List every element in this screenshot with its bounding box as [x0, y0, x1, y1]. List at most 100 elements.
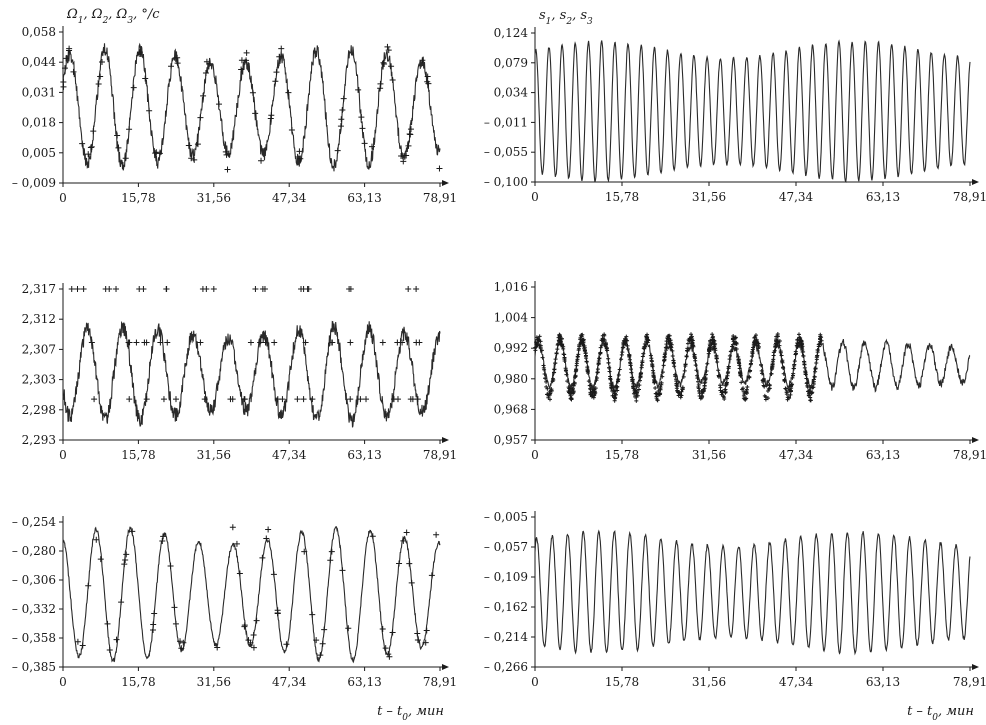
data-point — [734, 347, 739, 352]
data-point — [578, 340, 583, 345]
data-point — [223, 151, 230, 158]
x-tick-label: 47,34 — [779, 448, 814, 462]
data-point — [569, 395, 574, 400]
data-point — [653, 386, 658, 391]
data-point — [571, 386, 576, 391]
data-point — [655, 398, 660, 403]
data-point — [693, 363, 698, 368]
data-point — [773, 342, 778, 347]
x-tick-label: 15,78 — [121, 675, 155, 689]
data-point — [767, 382, 772, 387]
data-point — [357, 396, 364, 403]
data-point — [708, 338, 713, 343]
data-point — [91, 396, 98, 403]
y-tick-label: 2,312 — [22, 312, 56, 326]
data-point — [553, 361, 558, 366]
data-point — [617, 367, 622, 372]
data-point — [582, 345, 587, 350]
data-point — [253, 617, 260, 624]
data-point — [600, 336, 605, 341]
data-point — [704, 368, 709, 373]
data-point — [756, 341, 761, 346]
data-point — [368, 143, 375, 150]
data-point — [123, 551, 130, 558]
data-point — [641, 351, 646, 356]
data-point — [122, 557, 129, 564]
data-point — [677, 391, 682, 396]
data-point — [394, 339, 401, 346]
data-point — [731, 336, 736, 341]
data-point — [279, 396, 286, 403]
data-point — [247, 339, 254, 346]
data-point — [88, 143, 95, 150]
data-point — [85, 151, 92, 158]
data-point — [327, 557, 334, 564]
data-point — [160, 396, 167, 403]
x-tick-label: 78,91 — [953, 675, 986, 689]
data-point — [113, 286, 120, 292]
data-point — [172, 396, 179, 403]
data-point — [819, 338, 824, 343]
data-point — [628, 360, 633, 365]
data-point — [588, 392, 593, 397]
data-point — [788, 389, 793, 394]
data-point — [229, 524, 236, 531]
data-point — [635, 388, 640, 393]
data-point — [262, 339, 269, 346]
data-point — [738, 371, 743, 376]
data-point — [79, 642, 86, 649]
data-point — [583, 353, 588, 358]
y-tick-label: 0,980 — [494, 372, 528, 386]
data-point — [568, 393, 573, 398]
data-point — [791, 371, 796, 376]
data-point — [693, 358, 698, 363]
data-point — [309, 396, 316, 403]
data-point — [164, 339, 171, 346]
data-point — [732, 341, 737, 346]
data-point — [263, 535, 270, 542]
data-point — [658, 386, 663, 391]
data-point — [347, 396, 354, 403]
data-point — [238, 57, 245, 64]
data-point — [671, 360, 676, 365]
x-axis-label: t – t0, мин — [377, 704, 444, 723]
data-point — [638, 371, 643, 376]
data-point — [736, 354, 741, 359]
data-point — [419, 57, 426, 64]
data-point — [683, 362, 688, 367]
data-point — [537, 343, 542, 348]
data-point — [590, 393, 595, 398]
data-point — [414, 630, 421, 637]
data-point — [629, 370, 634, 375]
data-point — [554, 350, 559, 355]
data-point — [609, 385, 614, 390]
data-point — [579, 333, 584, 338]
data-point — [70, 68, 77, 75]
x-tick-label: 31,56 — [197, 448, 231, 462]
data-point — [118, 599, 125, 606]
x-tick-label: 15,78 — [605, 675, 639, 689]
data-point — [607, 365, 612, 370]
data-point — [771, 357, 776, 362]
data-point — [635, 393, 640, 398]
data-point — [304, 286, 311, 292]
data-point — [790, 382, 795, 387]
data-point — [85, 582, 92, 589]
data-point — [674, 377, 679, 382]
data-point — [606, 360, 611, 365]
x-tick-label: 0 — [59, 448, 67, 462]
x-tick-label: 47,34 — [272, 191, 307, 205]
data-point — [675, 388, 680, 393]
data-point — [424, 73, 431, 80]
data-point — [206, 60, 213, 67]
data-point — [564, 372, 569, 377]
data-point — [662, 355, 667, 360]
data-point — [222, 148, 229, 155]
data-point — [661, 363, 666, 368]
x-tick-label: 15,78 — [605, 448, 639, 462]
data-point — [619, 352, 624, 357]
data-point — [267, 115, 274, 122]
y-tick-label: – 0,057 — [484, 540, 528, 554]
data-point — [629, 367, 634, 372]
